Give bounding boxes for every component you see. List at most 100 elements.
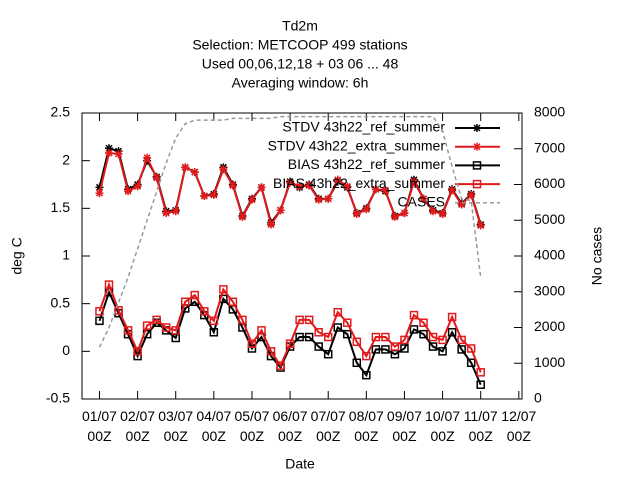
data-point <box>238 315 247 325</box>
data-point <box>362 351 371 361</box>
data-point <box>133 347 142 356</box>
data-point <box>381 186 390 195</box>
data-point <box>105 144 114 153</box>
data-point <box>419 194 428 203</box>
series-line <box>98 289 482 386</box>
y2-tick-label: 0 <box>534 390 542 406</box>
data-point <box>390 212 399 221</box>
data-point <box>95 189 104 198</box>
data-point <box>352 210 361 219</box>
legend-marker <box>472 161 482 170</box>
data-point <box>247 339 257 348</box>
data-point <box>209 190 218 199</box>
x-tick-label: 05/07 00Z <box>234 408 269 444</box>
data-point <box>333 323 342 332</box>
data-point <box>333 307 342 317</box>
data-point <box>267 220 276 229</box>
data-point <box>438 335 447 345</box>
y-tick-label: 0.5 <box>51 294 71 310</box>
y2-tick-label: 5000 <box>534 211 565 227</box>
y-tick-label: 2 <box>62 151 70 167</box>
data-point <box>419 329 428 339</box>
y-axis-label: deg C <box>9 237 25 274</box>
series-line <box>98 281 482 373</box>
legend-label: BIAS 43h22_extra_summer <box>273 175 445 191</box>
data-point <box>209 328 219 337</box>
data-point <box>400 344 409 353</box>
data-point <box>257 183 266 192</box>
data-point <box>105 149 114 158</box>
data-point <box>228 297 238 307</box>
x-tick-label: 12/07 00Z <box>501 408 536 444</box>
data-point <box>276 206 285 215</box>
data-point <box>276 361 285 370</box>
data-point <box>362 205 371 214</box>
data-point <box>447 328 457 337</box>
legend-label: STDV 43h22_extra_summer <box>268 137 446 153</box>
data-point <box>409 177 418 186</box>
data-point <box>381 332 390 342</box>
data-point <box>438 210 447 219</box>
data-point <box>190 168 199 177</box>
data-point <box>142 321 152 330</box>
chart-title: Selection: METCOOP 499 stations <box>192 37 407 53</box>
legend-marker <box>473 124 481 132</box>
y2-axis-label: No cases <box>589 227 605 285</box>
data-point <box>466 344 476 353</box>
data-point <box>476 221 485 230</box>
data-point <box>219 285 228 294</box>
data-point <box>180 297 190 307</box>
data-point <box>114 306 123 315</box>
data-point <box>343 318 352 327</box>
data-point <box>104 280 114 289</box>
data-point <box>362 370 371 380</box>
data-point <box>190 290 200 300</box>
data-point <box>333 175 342 184</box>
data-point <box>381 345 390 354</box>
data-point <box>352 337 362 347</box>
x-tick-label: 07/07 00Z <box>311 408 346 444</box>
x-tick-label: 01/07 00Z <box>82 408 117 444</box>
data-point <box>295 315 304 325</box>
data-point <box>448 186 457 195</box>
y2-tick-label: 7000 <box>534 139 565 155</box>
data-point <box>114 149 123 158</box>
y-tick-label: 2.5 <box>51 104 71 120</box>
y-tick-label: 1.5 <box>51 199 71 215</box>
x-tick-label: 04/07 00Z <box>196 408 231 444</box>
data-point <box>305 181 314 190</box>
y2-tick-label: 3000 <box>534 282 565 298</box>
y2-tick-label: 6000 <box>534 175 565 191</box>
data-point <box>266 347 276 356</box>
data-point <box>209 316 219 326</box>
data-point <box>323 349 333 359</box>
y-tick-label: 0 <box>62 342 70 358</box>
data-point <box>228 181 237 190</box>
series-line <box>98 115 482 348</box>
x-tick-label: 08/07 00Z <box>349 408 384 444</box>
data-point <box>400 335 409 345</box>
x-tick-label: 03/07 00Z <box>158 408 193 444</box>
data-point <box>238 212 247 221</box>
data-point <box>457 345 466 354</box>
data-point <box>200 191 209 200</box>
data-point <box>286 178 295 187</box>
x-tick-label: 10/07 00Z <box>425 408 460 444</box>
data-point <box>323 332 333 342</box>
legend-marker <box>473 142 481 151</box>
data-point <box>409 325 419 334</box>
data-point <box>371 332 381 342</box>
legend-label: CASES <box>398 194 445 210</box>
data-point <box>476 368 485 377</box>
data-point <box>428 332 438 342</box>
data-point <box>295 182 304 191</box>
data-point <box>343 182 352 191</box>
data-point <box>400 209 409 218</box>
x-tick-label: 02/07 00Z <box>120 408 155 444</box>
data-point <box>181 163 190 172</box>
data-point <box>343 329 352 339</box>
data-point <box>409 310 419 320</box>
plot-frame <box>81 112 523 400</box>
y2-tick-label: 8000 <box>534 104 565 120</box>
